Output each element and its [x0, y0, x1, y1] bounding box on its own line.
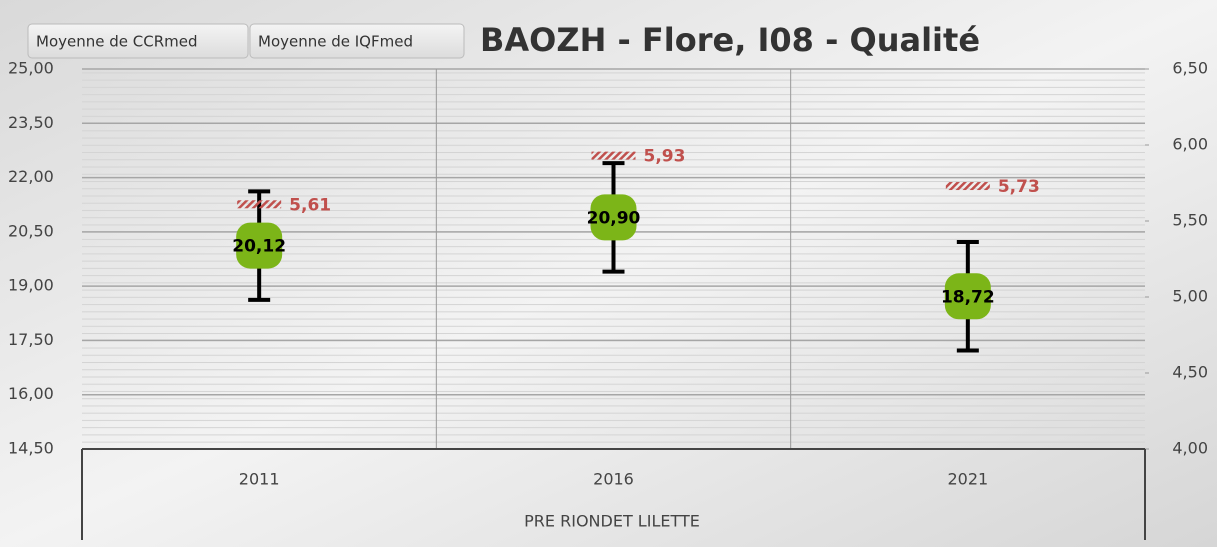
field-button-label[interactable]: Moyenne de IQFmed — [258, 33, 413, 51]
x-tick-label: 2021 — [947, 470, 988, 489]
y2-tick-label: 4,50 — [1172, 363, 1208, 382]
x-tick-label: 2016 — [593, 470, 634, 489]
field-button[interactable] — [27, 23, 249, 59]
y-tick-label: 25,00 — [8, 59, 54, 78]
chart-title: BAOZH - Flore, I08 - Qualité — [480, 21, 980, 59]
value-label: 18,72 — [941, 287, 995, 307]
y2-tick-label: 4,00 — [1172, 439, 1208, 458]
y-tick-label: 19,00 — [8, 276, 54, 295]
y2-tick-label: 5,00 — [1172, 287, 1208, 306]
value-label: 20,90 — [587, 208, 641, 228]
value-label: 20,12 — [232, 237, 286, 257]
y2-tick-label: 5,50 — [1172, 211, 1208, 230]
iqf-marker — [945, 182, 990, 191]
field-button-label[interactable]: Moyenne de CCRmed — [36, 33, 197, 51]
y2-tick-label: 6,00 — [1172, 135, 1208, 154]
y-tick-label: 22,00 — [8, 167, 54, 186]
x-tick-label: 2011 — [239, 470, 280, 489]
value-label: 5,73 — [998, 177, 1040, 197]
y2-tick-label: 6,50 — [1172, 59, 1208, 78]
ccr-marker — [590, 194, 637, 241]
iqf-marker — [237, 200, 282, 209]
category-group-label: PRE RIONDET LILETTE — [524, 512, 700, 531]
iqf-marker — [591, 151, 636, 160]
y-tick-label: 17,50 — [8, 330, 54, 349]
field-button[interactable] — [249, 23, 465, 59]
value-label: 5,93 — [644, 147, 686, 167]
y-tick-label: 23,50 — [8, 113, 54, 132]
y-tick-label: 16,00 — [8, 384, 54, 403]
ccr-marker — [944, 273, 991, 320]
ccr-marker — [236, 222, 283, 269]
y-tick-label: 20,50 — [8, 221, 54, 240]
y-tick-label: 14,50 — [8, 439, 54, 458]
value-label: 5,61 — [289, 195, 331, 215]
